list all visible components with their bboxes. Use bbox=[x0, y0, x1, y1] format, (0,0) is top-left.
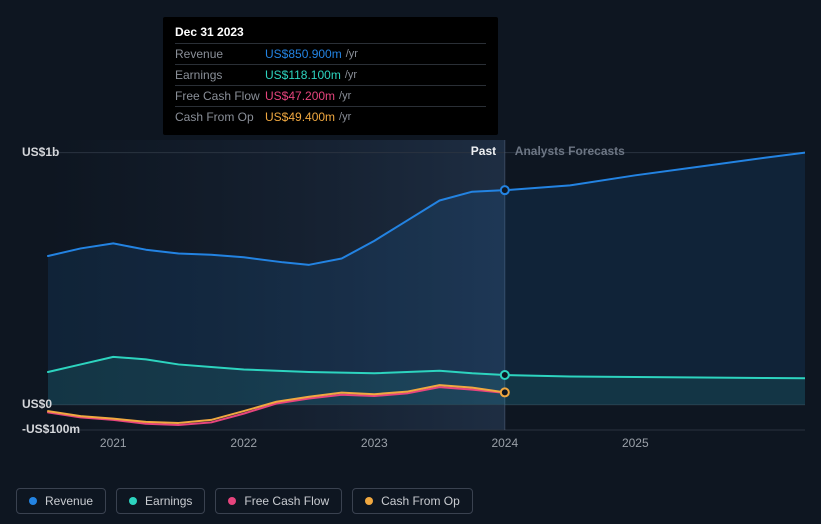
legend-dot-icon bbox=[365, 497, 373, 505]
legend-dot-icon bbox=[29, 497, 37, 505]
legend-item-label: Free Cash Flow bbox=[244, 494, 329, 508]
x-axis-label: 2025 bbox=[622, 436, 649, 450]
tooltip-row: Cash From OpUS$49.400m/yr bbox=[175, 106, 486, 127]
tooltip-row: Free Cash FlowUS$47.200m/yr bbox=[175, 85, 486, 106]
legend-item[interactable]: Earnings bbox=[116, 488, 205, 514]
legend-item-label: Revenue bbox=[45, 494, 93, 508]
x-axis-label: 2024 bbox=[491, 436, 518, 450]
chart-legend: Revenue Earnings Free Cash Flow Cash From O… bbox=[16, 488, 473, 514]
y-axis-label: US$1b bbox=[22, 145, 59, 159]
x-axis-labels: 2021 2022 2023 2024 2025 bbox=[16, 436, 805, 452]
y-axis-label: -US$100m bbox=[22, 422, 80, 436]
legend-dot-icon bbox=[228, 497, 236, 505]
x-axis-label: 2022 bbox=[230, 436, 257, 450]
tooltip-date: Dec 31 2023 bbox=[175, 25, 486, 43]
tooltip-row-label: Earnings bbox=[175, 68, 265, 82]
chart-svg bbox=[16, 120, 805, 440]
tooltip-row-unit: /yr bbox=[339, 90, 351, 102]
legend-item[interactable]: Revenue bbox=[16, 488, 106, 514]
financials-chart: US$1b US$0 -US$100m Past Analysts Forecast… bbox=[16, 120, 805, 470]
legend-item[interactable]: Cash From Op bbox=[352, 488, 473, 514]
tooltip-row: EarningsUS$118.100m/yr bbox=[175, 64, 486, 85]
tooltip-row: RevenueUS$850.900m/yr bbox=[175, 43, 486, 64]
tooltip-row-value: US$49.400m bbox=[265, 110, 335, 124]
forecast-label: Analysts Forecasts bbox=[515, 144, 625, 158]
tooltip-row-unit: /yr bbox=[346, 48, 358, 60]
past-label: Past bbox=[471, 144, 496, 158]
tooltip-row-label: Cash From Op bbox=[175, 110, 265, 124]
legend-item-label: Cash From Op bbox=[381, 494, 460, 508]
x-axis-label: 2021 bbox=[100, 436, 127, 450]
tooltip-row-label: Free Cash Flow bbox=[175, 89, 265, 103]
x-axis-label: 2023 bbox=[361, 436, 388, 450]
legend-item[interactable]: Free Cash Flow bbox=[215, 488, 342, 514]
legend-dot-icon bbox=[129, 497, 137, 505]
tooltip-row-label: Revenue bbox=[175, 47, 265, 61]
tooltip-row-unit: /yr bbox=[339, 111, 351, 123]
y-axis-label: US$0 bbox=[22, 397, 52, 411]
legend-item-label: Earnings bbox=[145, 494, 192, 508]
tooltip-row-unit: /yr bbox=[345, 69, 357, 81]
chart-tooltip: Dec 31 2023 RevenueUS$850.900m/yrEarning… bbox=[163, 17, 498, 135]
tooltip-row-value: US$850.900m bbox=[265, 47, 342, 61]
tooltip-row-value: US$118.100m bbox=[265, 68, 341, 82]
tooltip-row-value: US$47.200m bbox=[265, 89, 335, 103]
